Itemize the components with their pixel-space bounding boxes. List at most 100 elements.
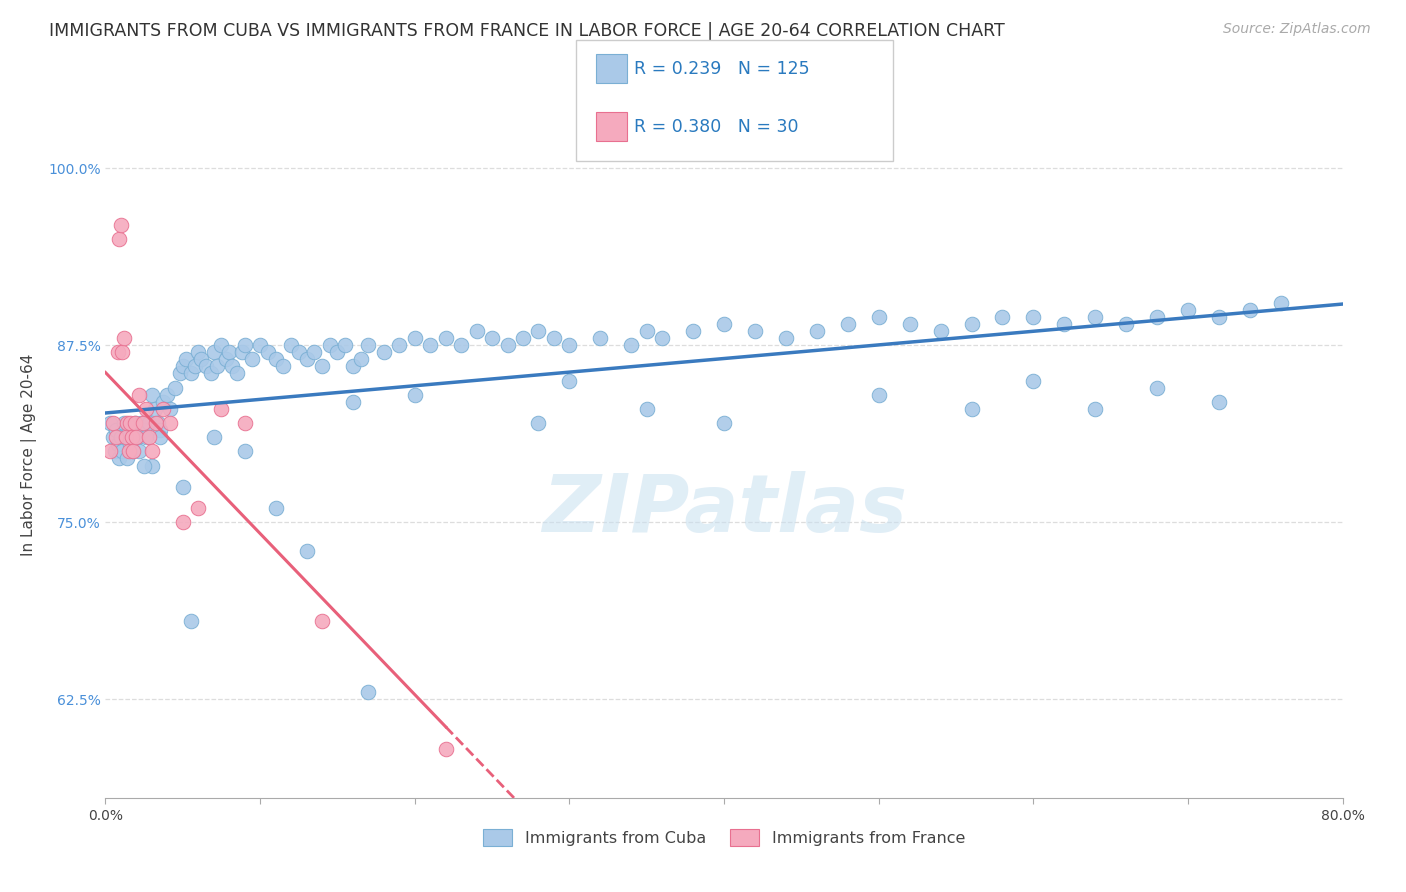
Point (163, 381, 186, 395)
Point (122, 444, 145, 458)
Point (115, 416, 138, 430)
Point (110, 430, 132, 444)
Point (118, 430, 141, 444)
Point (205, 359, 228, 374)
Point (264, 501, 287, 516)
Point (1115, 317, 1137, 331)
Point (128, 388, 150, 402)
Point (1239, 302, 1261, 317)
Point (127, 430, 149, 444)
Point (242, 352, 264, 367)
Point (202, 345, 225, 359)
Point (146, 416, 169, 430)
Text: ZIPatlas: ZIPatlas (541, 471, 907, 549)
Point (273, 359, 295, 374)
Point (256, 345, 278, 359)
Point (108, 232, 131, 246)
Point (149, 423, 172, 437)
Point (132, 458, 156, 473)
Point (111, 345, 134, 359)
Point (651, 331, 673, 345)
Point (713, 317, 735, 331)
Point (450, 338, 472, 352)
Point (131, 416, 153, 430)
Point (357, 338, 380, 352)
Point (1208, 394, 1230, 409)
Point (636, 401, 658, 416)
Text: Source: ZipAtlas.com: Source: ZipAtlas.com (1223, 22, 1371, 37)
Point (527, 324, 550, 338)
Point (202, 430, 225, 444)
Point (103, 416, 124, 430)
Point (1053, 317, 1076, 331)
Point (103, 430, 124, 444)
Point (1022, 374, 1045, 388)
Point (837, 317, 859, 331)
Point (806, 324, 828, 338)
Point (311, 615, 333, 629)
Point (1084, 401, 1107, 416)
Point (404, 331, 426, 345)
Point (589, 331, 612, 345)
Point (404, 388, 426, 402)
Point (1146, 310, 1168, 324)
Point (335, 338, 357, 352)
Point (558, 338, 581, 352)
Point (304, 345, 326, 359)
Point (233, 338, 256, 352)
Point (138, 416, 160, 430)
Text: R = 0.239   N = 125: R = 0.239 N = 125 (634, 60, 810, 78)
Point (105, 423, 128, 437)
Point (218, 345, 240, 359)
Point (775, 331, 797, 345)
Point (118, 444, 141, 458)
Point (107, 437, 129, 451)
Point (128, 444, 150, 458)
Point (326, 345, 349, 359)
Point (295, 543, 318, 558)
Point (120, 416, 142, 430)
Point (125, 423, 148, 437)
Point (110, 218, 132, 232)
Point (124, 416, 146, 430)
Point (187, 345, 209, 359)
Point (118, 423, 141, 437)
Point (194, 359, 217, 374)
Point (125, 430, 148, 444)
Point (172, 480, 194, 494)
Point (112, 416, 135, 430)
Point (98, 444, 121, 458)
Y-axis label: In Labor Force | Age 20-64: In Labor Force | Age 20-64 (21, 354, 37, 556)
Point (211, 338, 233, 352)
Point (187, 501, 209, 516)
Point (388, 338, 411, 352)
Point (105, 430, 128, 444)
Point (141, 388, 163, 402)
Point (1177, 302, 1199, 317)
Point (200, 367, 222, 381)
Legend: Immigrants from Cuba, Immigrants from France: Immigrants from Cuba, Immigrants from Fr… (477, 822, 972, 852)
Point (558, 374, 581, 388)
Point (172, 515, 194, 529)
Point (929, 324, 952, 338)
Point (107, 345, 129, 359)
Point (1022, 310, 1045, 324)
Point (280, 338, 302, 352)
Point (233, 444, 256, 458)
Point (98, 416, 121, 430)
Point (233, 416, 256, 430)
Point (713, 416, 735, 430)
Point (152, 394, 174, 409)
Point (169, 367, 191, 381)
Point (114, 430, 136, 444)
Point (145, 416, 167, 430)
Point (342, 359, 364, 374)
Point (122, 444, 145, 458)
Point (1270, 295, 1292, 310)
Point (138, 430, 160, 444)
Point (991, 310, 1014, 324)
Point (960, 401, 983, 416)
Point (115, 451, 138, 466)
Point (249, 338, 271, 352)
Point (135, 430, 157, 444)
